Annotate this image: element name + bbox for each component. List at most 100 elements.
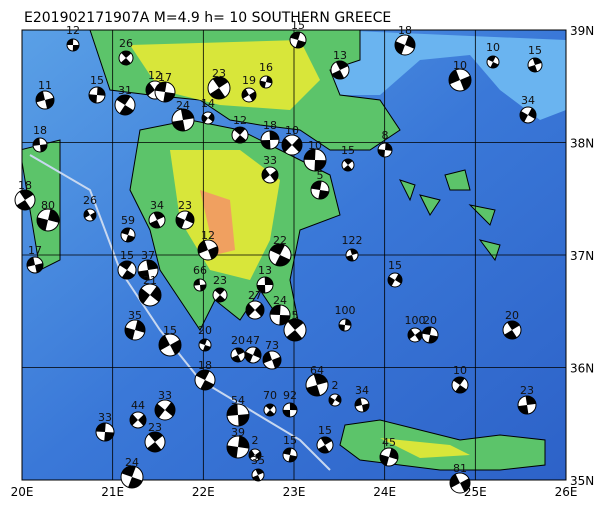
focal-mechanism: 2 xyxy=(328,379,342,407)
focal-mechanism: 10 xyxy=(486,41,500,69)
depth-label: 45 xyxy=(382,436,396,449)
depth-label: 54 xyxy=(231,394,245,407)
focal-mechanism: 122 xyxy=(342,234,363,262)
depth-label: 33 xyxy=(158,389,172,402)
focal-mechanism: 92 xyxy=(282,389,298,418)
compression-quadrant xyxy=(155,402,175,418)
focal-mechanism: 2 xyxy=(248,434,262,462)
depth-label: 24 xyxy=(176,99,190,112)
focal-mechanism: 34 xyxy=(148,199,166,229)
depth-label: 18 xyxy=(33,124,47,137)
compression-quadrant xyxy=(245,347,261,363)
compression-quadrant xyxy=(138,260,158,281)
compression-quadrant xyxy=(262,168,278,182)
focal-mechanism: 20 xyxy=(230,334,246,363)
compression-quadrant xyxy=(286,318,304,341)
focal-mechanism: 5 xyxy=(283,309,307,342)
compression-quadrant xyxy=(197,240,218,260)
compression-quadrant xyxy=(199,339,211,351)
focal-mechanism: 64 xyxy=(305,364,329,397)
depth-label: 5 xyxy=(317,169,324,182)
focal-mechanism: 20 xyxy=(198,324,212,352)
depth-label: 16 xyxy=(259,61,273,74)
depth-label: 12 xyxy=(148,69,162,82)
depth-label: 10 xyxy=(285,124,299,137)
depth-label: 21 xyxy=(143,274,157,287)
focal-mechanism: 23 xyxy=(517,384,537,415)
focal-mechanism: 21 xyxy=(138,274,162,307)
focal-mechanism: 23 xyxy=(175,199,195,230)
focal-mechanism: 34 xyxy=(354,384,370,413)
depth-label: 33 xyxy=(263,154,277,167)
compression-quadrant xyxy=(487,56,499,69)
depth-label: 24 xyxy=(273,294,287,307)
compression-quadrant xyxy=(227,436,249,458)
focal-mechanism: 18 xyxy=(194,359,216,391)
focal-mechanism: 15 xyxy=(158,324,182,357)
depth-label: 12 xyxy=(66,24,80,37)
focal-mechanism: 24 xyxy=(269,294,291,326)
focal-mechanism: 16 xyxy=(259,61,273,89)
y-label: 39N xyxy=(570,24,594,38)
compression-quadrant xyxy=(528,57,542,72)
land xyxy=(22,30,566,471)
islands xyxy=(22,139,501,271)
y-label: 38N xyxy=(570,137,594,151)
compression-quadrant xyxy=(33,138,48,152)
compression-quadrant xyxy=(249,450,261,460)
focal-mechanism: 54 xyxy=(226,394,250,427)
y-label: 35N xyxy=(570,474,594,488)
focal-mechanism: 15 xyxy=(341,144,355,172)
shallow-sea xyxy=(300,30,566,120)
focal-mechanism: 15 xyxy=(88,74,106,104)
depth-label: 26 xyxy=(83,194,97,207)
compression-quadrant xyxy=(196,370,214,391)
plate-boundary xyxy=(29,154,331,471)
depth-label: 15 xyxy=(341,144,355,157)
compression-quadrant xyxy=(355,398,369,412)
depth-label: 44 xyxy=(131,399,145,412)
depth-label: 23 xyxy=(213,274,227,287)
depth-label: 122 xyxy=(342,234,363,247)
focal-mechanism: 14 xyxy=(201,97,215,125)
x-label: 24E xyxy=(373,485,396,499)
depth-label: 18 xyxy=(18,179,32,192)
focal-mechanism: 11 xyxy=(35,79,55,110)
y-label: 37N xyxy=(570,249,594,263)
compression-quadrant xyxy=(318,437,332,453)
focal-mechanism: 20 xyxy=(421,314,439,344)
focal-mechanism: 81 xyxy=(449,462,471,494)
compression-quadrant xyxy=(261,131,279,150)
compression-quadrant xyxy=(242,88,256,102)
depth-label: 35 xyxy=(251,454,265,467)
focal-mechanism: 27 xyxy=(245,289,265,320)
compression-quadrant xyxy=(380,448,399,466)
depth-label: 34 xyxy=(150,199,164,212)
depth-label: 12 xyxy=(233,114,247,127)
depth-label: 15 xyxy=(318,424,332,437)
compression-quadrant xyxy=(378,143,393,157)
focal-mechanism: 18 xyxy=(14,179,36,211)
focal-mechanism: 15 xyxy=(316,424,334,454)
focal-mechanism: 35 xyxy=(251,454,265,482)
compression-quadrant xyxy=(37,209,59,231)
focal-mechanism: 19 xyxy=(241,74,257,103)
compression-quadrant xyxy=(125,320,145,340)
compression-quadrant xyxy=(306,374,328,396)
depth-label: 15 xyxy=(163,324,177,337)
focal-mechanism: 17 xyxy=(26,244,44,274)
focal-mechanism: 26 xyxy=(118,37,134,66)
compression-quadrant xyxy=(16,190,34,210)
depth-label: 31 xyxy=(118,84,132,97)
y-label: 36N xyxy=(570,362,594,376)
compression-quadrant xyxy=(36,91,54,109)
compression-quadrant xyxy=(149,212,165,228)
compression-quadrant xyxy=(518,396,536,414)
focal-mechanism: 34 xyxy=(519,94,537,124)
focal-mechanism: 13 xyxy=(256,264,274,294)
compression-quadrant xyxy=(290,32,306,48)
depth-label: 2 xyxy=(332,379,339,392)
compression-quadrant xyxy=(263,351,281,369)
focal-mechanism: 45 xyxy=(379,436,399,467)
